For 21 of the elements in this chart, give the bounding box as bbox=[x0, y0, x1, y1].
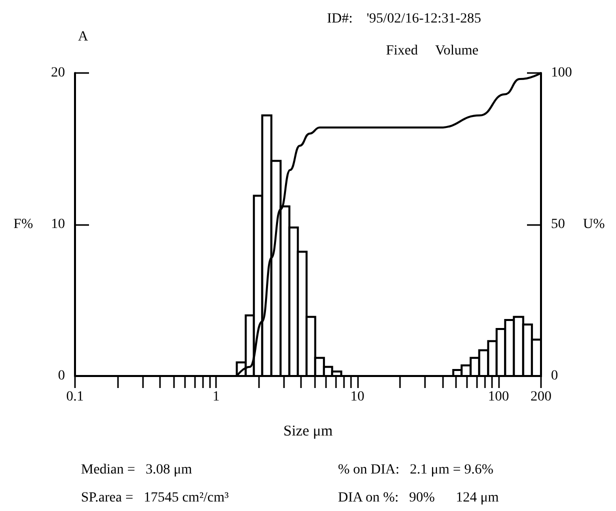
text: DIA on %: 90% 124 μm bbox=[338, 490, 499, 506]
x-axis-title: Size μm bbox=[283, 424, 333, 440]
x-tick-label: 200 bbox=[530, 390, 552, 404]
text: A bbox=[78, 30, 89, 44]
y-tick-label: 0 bbox=[58, 368, 65, 384]
y-axis-title: F% bbox=[14, 217, 34, 232]
x-tick-label: 100 bbox=[488, 390, 510, 404]
y2-tick-label: 50 bbox=[551, 217, 565, 232]
x-tick-label: 0.1 bbox=[66, 390, 84, 404]
y2-tick-label: 100 bbox=[551, 66, 572, 80]
x-tick-label: 1 bbox=[212, 390, 220, 404]
y-tick-label: 20 bbox=[51, 66, 65, 80]
y2-axis-title: U% bbox=[583, 217, 606, 232]
x-tick-label: 10 bbox=[350, 390, 364, 404]
y2-tick-label: 0 bbox=[551, 368, 558, 384]
text: Median = 3.08 μm bbox=[81, 462, 192, 478]
text: % on DIA: 2.1 μm = 9.6% bbox=[338, 462, 494, 478]
text: ID#: '95/02/16-12:31-285 bbox=[327, 12, 482, 26]
text: Fixed Volume bbox=[386, 44, 478, 58]
y-tick-label: 10 bbox=[51, 217, 65, 232]
text: SP.area = 17545 cm²/cm³ bbox=[81, 490, 229, 506]
